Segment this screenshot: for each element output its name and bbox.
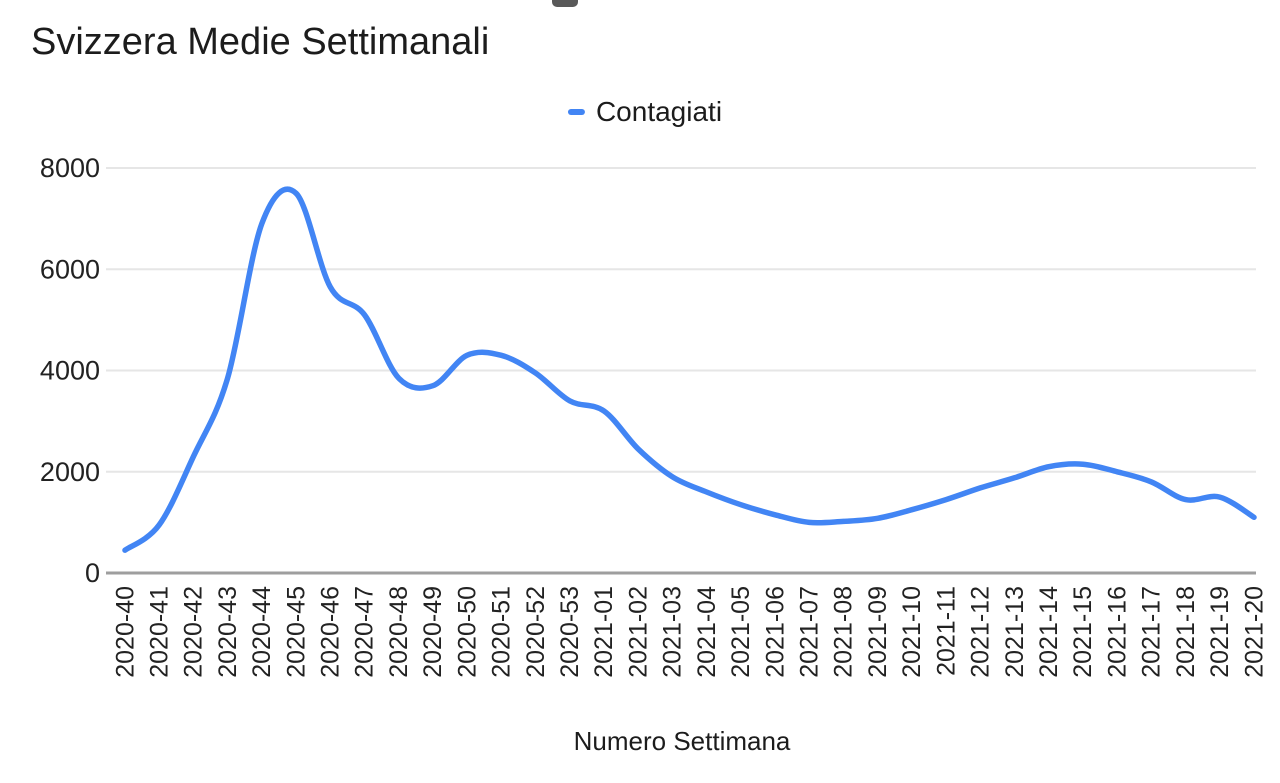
y-tick-label: 2000 bbox=[40, 457, 100, 487]
y-tick-label: 6000 bbox=[40, 254, 100, 284]
x-tick-label: 2021-13 bbox=[1001, 586, 1029, 678]
legend: Contagiati bbox=[567, 96, 723, 128]
x-tick-label: 2021-20 bbox=[1240, 586, 1268, 678]
x-tick-label: 2021-09 bbox=[864, 586, 892, 678]
x-tick-label: 2021-14 bbox=[1035, 586, 1063, 678]
x-tick-label: 2021-15 bbox=[1069, 586, 1097, 678]
x-tick-label: 2021-06 bbox=[761, 586, 789, 678]
x-tick-label: 2021-04 bbox=[693, 586, 721, 678]
x-tick-label: 2020-53 bbox=[556, 586, 584, 678]
x-tick-label: 2021-17 bbox=[1138, 586, 1166, 678]
x-tick-label: 2021-10 bbox=[898, 586, 926, 678]
x-tick-label: 2021-12 bbox=[967, 586, 995, 678]
series-line-contagiati bbox=[122, 186, 1257, 553]
x-tick-label: 2020-47 bbox=[351, 586, 379, 678]
x-tick-label: 2021-11 bbox=[932, 586, 960, 676]
x-tick-label: 2020-49 bbox=[419, 586, 447, 678]
x-tick-label: 2021-16 bbox=[1103, 586, 1131, 678]
x-tick-label: 2020-50 bbox=[453, 586, 481, 678]
y-tick-label: 0 bbox=[85, 558, 100, 588]
x-tick-label: 2021-01 bbox=[590, 586, 618, 678]
legend-label-contagiati: Contagiati bbox=[595, 96, 723, 127]
x-tick-label: 2021-18 bbox=[1172, 586, 1200, 678]
y-tick-label: 8000 bbox=[40, 153, 100, 183]
y-tick-label: 4000 bbox=[40, 356, 100, 386]
x-tick-label: 2021-07 bbox=[795, 586, 823, 678]
x-tick-label: 2020-51 bbox=[488, 586, 516, 678]
x-tick-label: 2020-44 bbox=[248, 586, 276, 678]
x-tick-label: 2020-48 bbox=[385, 586, 413, 678]
x-tick-label: 2021-19 bbox=[1206, 586, 1234, 678]
legend-swatch-contagiati-icon bbox=[567, 109, 585, 115]
x-tick-label: 2020-45 bbox=[282, 586, 310, 678]
x-tick-label: 2021-05 bbox=[727, 586, 755, 678]
x-tick-label: 2021-08 bbox=[830, 586, 858, 678]
x-tick-label: 2020-43 bbox=[214, 586, 242, 678]
x-tick-label: 2021-03 bbox=[659, 586, 687, 678]
screenshot-crop-artifact bbox=[552, 0, 578, 7]
chart-title: Svizzera Medie Settimanali bbox=[31, 21, 490, 63]
x-tick-label: 2020-46 bbox=[317, 586, 345, 678]
x-tick-label: 2020-40 bbox=[111, 586, 139, 678]
x-tick-label: 2021-02 bbox=[624, 586, 652, 678]
x-axis-title: Numero Settimana bbox=[573, 726, 791, 756]
x-tick-label: 2020-42 bbox=[180, 586, 208, 678]
x-tick-label: 2020-52 bbox=[522, 586, 550, 678]
x-tick-label: 2020-41 bbox=[145, 586, 173, 678]
